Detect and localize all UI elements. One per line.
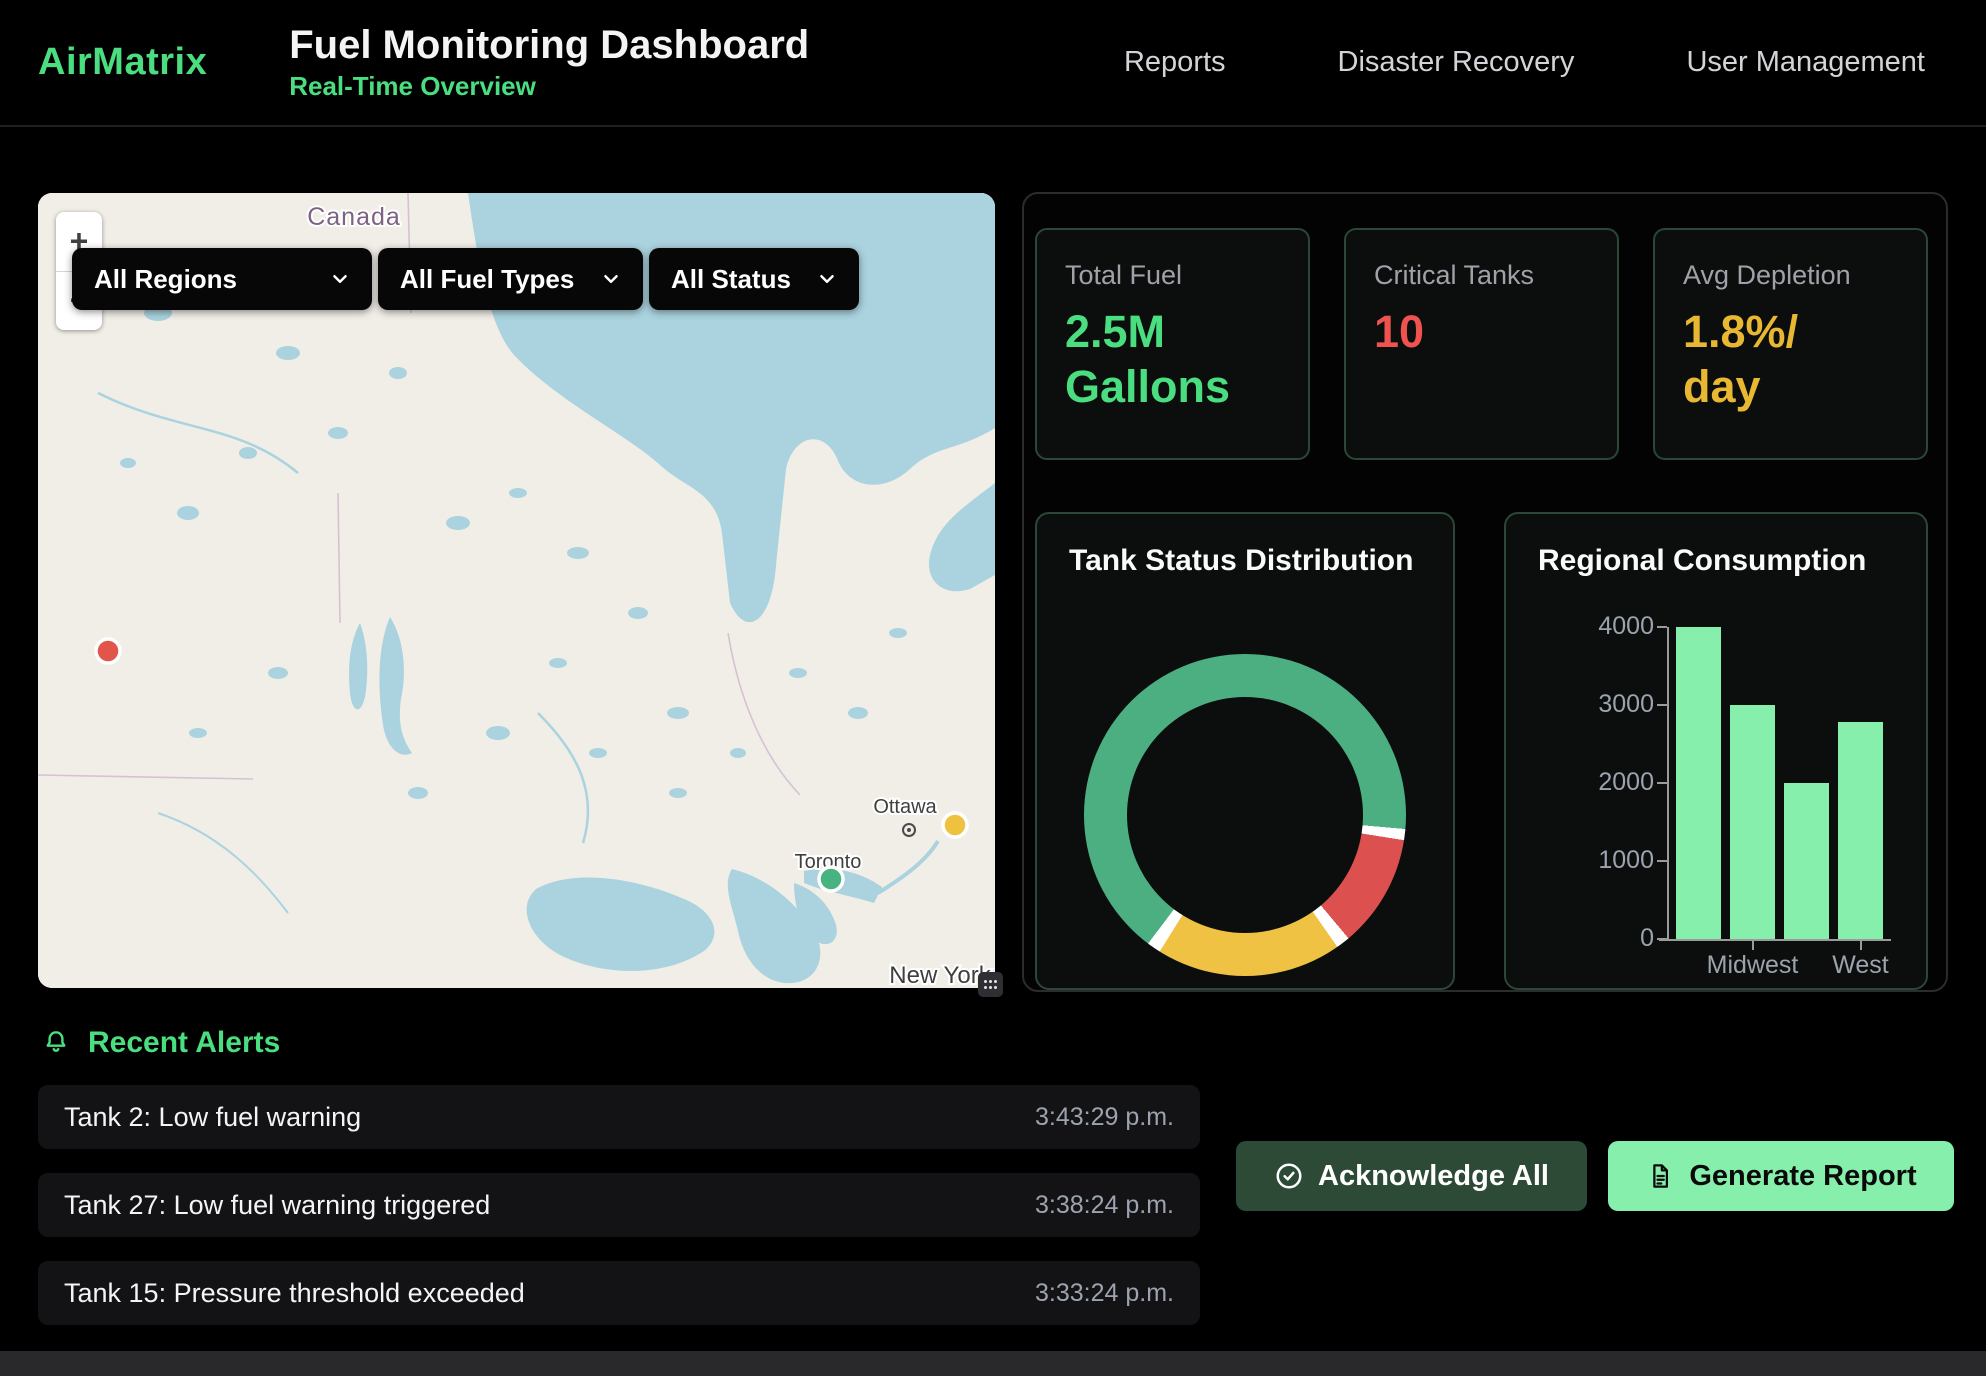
tank-status-donut [1084,654,1406,976]
x-tick-mark [1752,941,1754,950]
tank-status-card: Tank Status Distribution [1035,512,1455,990]
y-tick-mark [1657,860,1667,862]
map-panel[interactable]: Canada Ottawa Toronto New York + − All R… [38,193,995,988]
fuel-type-filter-dropdown[interactable]: All Fuel Types [378,248,643,310]
alert-row: Tank 2: Low fuel warning 3:43:29 p.m. [38,1085,1200,1149]
bell-icon [40,1027,72,1059]
page-title: Fuel Monitoring Dashboard [289,23,809,67]
chevron-down-icon [330,269,350,289]
acknowledge-all-button[interactable]: Acknowledge All [1236,1141,1587,1211]
alert-timestamp: 3:38:24 p.m. [1035,1191,1174,1220]
y-tick-mark [1657,704,1667,706]
stat-value: 2.5M Gallons [1065,305,1280,415]
y-tick-label: 1000 [1566,846,1654,875]
page-subtitle: Real-Time Overview [289,71,809,102]
y-tick-label: 4000 [1566,612,1654,641]
top-bar: AirMatrix Fuel Monitoring Dashboard Real… [0,0,1986,127]
y-tick-mark [1657,782,1667,784]
stat-card-avg-depletion: Avg Depletion 1.8%/ day [1653,228,1928,460]
regional-consumption-card: Regional Consumption 01000200030004000 M… [1504,512,1928,990]
nav-item-reports[interactable]: Reports [1124,46,1226,79]
metrics-panel: Total Fuel 2.5M Gallons Critical Tanks 1… [1022,192,1948,992]
y-tick-label: 2000 [1566,768,1654,797]
fuel-type-filter-value: All Fuel Types [400,264,574,295]
map-label-canada: Canada [307,203,401,231]
x-tick-mark [1860,941,1862,950]
regional-bar-plot: 01000200030004000 MidwestWest [1506,514,1930,992]
top-nav: Reports Disaster Recovery User Managemen… [1124,0,1925,125]
y-tick-label: 3000 [1566,690,1654,719]
stat-card-total-fuel: Total Fuel 2.5M Gallons [1035,228,1310,460]
map-marker-critical[interactable] [96,639,120,663]
document-icon [1645,1161,1675,1191]
stat-label: Total Fuel [1065,260,1280,291]
map-label-ottawa: Ottawa [873,796,937,818]
stat-value: 10 [1374,305,1589,360]
map-marker-normal[interactable] [819,867,843,891]
recent-alerts-heading: Recent Alerts [40,1026,280,1060]
alert-message: Tank 27: Low fuel warning triggered [64,1190,490,1221]
drag-dots-icon [984,980,998,989]
status-filter-dropdown[interactable]: All Status [649,248,859,310]
ottawa-city-dot-center [907,828,911,832]
alert-message: Tank 2: Low fuel warning [64,1102,361,1133]
bar-1 [1730,705,1775,939]
generate-report-button[interactable]: Generate Report [1608,1141,1954,1211]
map-marker-warning[interactable] [943,813,967,837]
status-filter-value: All Status [671,264,791,295]
y-tick-mark [1657,626,1667,628]
alert-row: Tank 27: Low fuel warning triggered 3:38… [38,1173,1200,1237]
map-canvas: Canada Ottawa Toronto New York [38,193,995,988]
map-label-new-york: New York [889,962,991,988]
stat-value: 1.8%/ day [1683,305,1898,415]
region-filter-dropdown[interactable]: All Regions [72,248,372,310]
alert-row: Tank 15: Pressure threshold exceeded 3:3… [38,1261,1200,1325]
recent-alerts-title: Recent Alerts [88,1026,280,1060]
chevron-down-icon [601,269,621,289]
x-tick-label: West [1781,951,1941,980]
nav-item-disaster-recovery[interactable]: Disaster Recovery [1338,46,1575,79]
stat-label: Critical Tanks [1374,260,1589,291]
check-circle-icon [1274,1161,1304,1191]
alert-timestamp: 3:43:29 p.m. [1035,1103,1174,1132]
horizontal-scrollbar[interactable] [0,1351,1986,1376]
bar-0 [1676,627,1721,939]
x-axis-line [1659,939,1891,941]
map-filter-bar: All Regions All Fuel Types All Status [72,248,859,310]
stat-label: Avg Depletion [1683,260,1898,291]
tank-status-title: Tank Status Distribution [1069,544,1413,578]
title-block: Fuel Monitoring Dashboard Real-Time Over… [289,23,809,102]
alert-message: Tank 15: Pressure threshold exceeded [64,1278,525,1309]
map-resize-handle[interactable] [978,972,1003,997]
y-tick-label: 0 [1566,924,1654,953]
y-axis-line [1667,627,1669,941]
y-tick-mark [1657,938,1667,940]
bar-3 [1838,722,1883,939]
generate-report-label: Generate Report [1689,1160,1916,1193]
acknowledge-all-label: Acknowledge All [1318,1160,1549,1193]
brand-logo: AirMatrix [38,41,207,84]
stat-card-critical-tanks: Critical Tanks 10 [1344,228,1619,460]
alert-timestamp: 3:33:24 p.m. [1035,1279,1174,1308]
chevron-down-icon [817,269,837,289]
nav-item-user-management[interactable]: User Management [1686,46,1925,79]
fuel-monitoring-dashboard: AirMatrix Fuel Monitoring Dashboard Real… [0,0,1986,1376]
bar-2 [1784,783,1829,939]
region-filter-value: All Regions [94,264,237,295]
